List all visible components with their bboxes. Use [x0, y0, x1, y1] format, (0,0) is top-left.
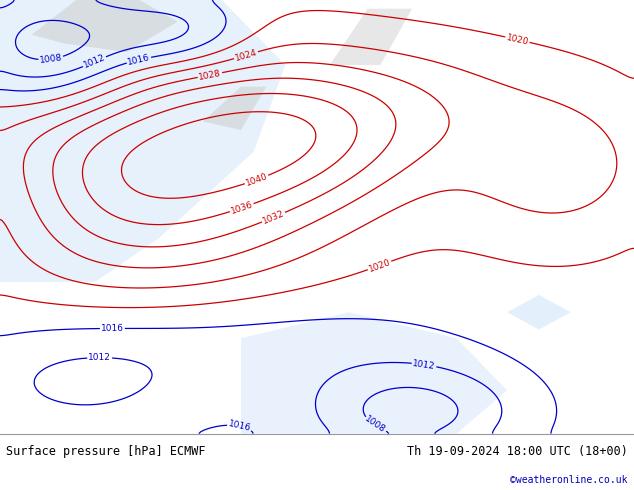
- Text: 1028: 1028: [198, 69, 222, 82]
- Text: 1024: 1024: [234, 48, 258, 63]
- Text: Surface pressure [hPa] ECMWF: Surface pressure [hPa] ECMWF: [6, 445, 206, 458]
- Text: 1016: 1016: [127, 53, 151, 67]
- Text: 1016: 1016: [101, 324, 124, 333]
- Text: Th 19-09-2024 18:00 UTC (18+00): Th 19-09-2024 18:00 UTC (18+00): [407, 445, 628, 458]
- Text: 1020: 1020: [367, 257, 392, 273]
- Polygon shape: [32, 0, 178, 52]
- Text: 1036: 1036: [230, 200, 254, 216]
- Text: 1040: 1040: [244, 172, 269, 188]
- Polygon shape: [0, 0, 285, 282]
- Text: 1020: 1020: [505, 33, 529, 47]
- Text: 1008: 1008: [363, 415, 387, 435]
- Text: 1012: 1012: [88, 353, 111, 362]
- Text: 1016: 1016: [228, 419, 252, 433]
- Text: 1012: 1012: [82, 53, 107, 70]
- Polygon shape: [507, 295, 571, 330]
- Text: 1032: 1032: [261, 209, 286, 226]
- Text: ©weatheronline.co.uk: ©weatheronline.co.uk: [510, 475, 628, 485]
- Polygon shape: [203, 87, 266, 130]
- Polygon shape: [330, 9, 412, 65]
- Polygon shape: [241, 312, 507, 434]
- Text: 1008: 1008: [39, 53, 63, 65]
- Text: 1012: 1012: [412, 359, 436, 371]
